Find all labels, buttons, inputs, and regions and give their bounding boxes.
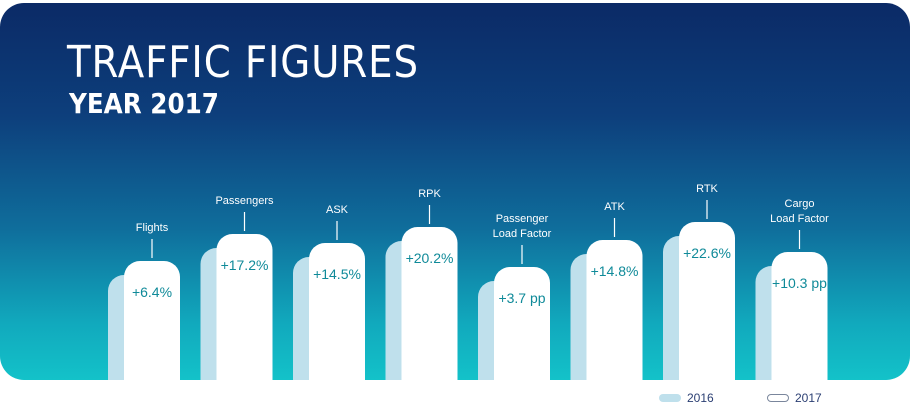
data-label-rtk: +22.6% bbox=[683, 245, 731, 261]
legend-swatch-2016 bbox=[659, 394, 681, 402]
bar-2017-passengers bbox=[216, 234, 273, 380]
category-label-rpk: RPK bbox=[418, 188, 441, 200]
bar-chart: +6.4% Flights +17.2% Passengers +14.5% ASK +20… bbox=[108, 183, 829, 380]
bar-2017-rtk bbox=[679, 222, 735, 380]
category-label-cargo-load-factor-line1: Cargo bbox=[785, 198, 815, 210]
bar-2017-ask bbox=[309, 243, 365, 380]
bar-2017-flights bbox=[124, 261, 180, 380]
category-label-passenger-load-factor-line1: Passenger bbox=[496, 213, 549, 225]
bar-group-atk: +14.8% ATK bbox=[570, 201, 643, 380]
data-label-flights: +6.4% bbox=[132, 284, 172, 300]
legend-label-2017: 2017 bbox=[795, 391, 822, 405]
bar-2017-atk bbox=[586, 240, 643, 380]
category-label-atk: ATK bbox=[604, 201, 625, 213]
bar-2017-passenger-load-factor bbox=[494, 267, 550, 380]
chart-panel: TRAFFIC FIGURES YEAR 2017 +6.4% Flights +1… bbox=[0, 3, 910, 380]
bar-group-ask: +14.5% ASK bbox=[293, 204, 365, 380]
bar-group-passenger-load-factor: +3.7 pp Passenger Load Factor bbox=[478, 213, 552, 380]
data-label-cargo-load-factor: +10.3 pp bbox=[772, 275, 827, 291]
chart-subtitle: YEAR 2017 bbox=[69, 87, 219, 120]
bar-group-flights: +6.4% Flights bbox=[108, 222, 180, 380]
category-label-flights: Flights bbox=[136, 222, 169, 234]
category-label-ask: ASK bbox=[326, 204, 349, 216]
bar-2017-cargo-load-factor bbox=[771, 252, 828, 380]
legend-swatch-2017 bbox=[767, 394, 789, 402]
category-label-rtk: RTK bbox=[696, 183, 718, 195]
bar-group-rpk: +20.2% RPK bbox=[385, 188, 458, 380]
category-label-cargo-load-factor-line2: Load Factor bbox=[770, 213, 829, 225]
chart-title: TRAFFIC FIGURES bbox=[67, 37, 419, 88]
category-label-passengers: Passengers bbox=[215, 195, 274, 207]
bar-2017-rpk bbox=[401, 227, 458, 380]
data-label-passenger-load-factor: +3.7 pp bbox=[498, 290, 545, 306]
legend-item-2017: 2017 bbox=[767, 388, 822, 408]
category-label-passenger-load-factor-line2: Load Factor bbox=[493, 228, 552, 240]
data-label-atk: +14.8% bbox=[591, 263, 639, 279]
bar-group-passengers: +17.2% Passengers bbox=[200, 195, 274, 380]
data-label-rpk: +20.2% bbox=[406, 250, 454, 266]
bar-group-rtk: +22.6% RTK bbox=[663, 183, 735, 380]
legend-item-2016: 2016 bbox=[659, 388, 714, 408]
bar-group-cargo-load-factor: +10.3 pp Cargo Load Factor bbox=[755, 198, 829, 380]
data-label-passengers: +17.2% bbox=[221, 257, 269, 273]
legend-label-2016: 2016 bbox=[687, 391, 714, 405]
data-label-ask: +14.5% bbox=[313, 266, 361, 282]
